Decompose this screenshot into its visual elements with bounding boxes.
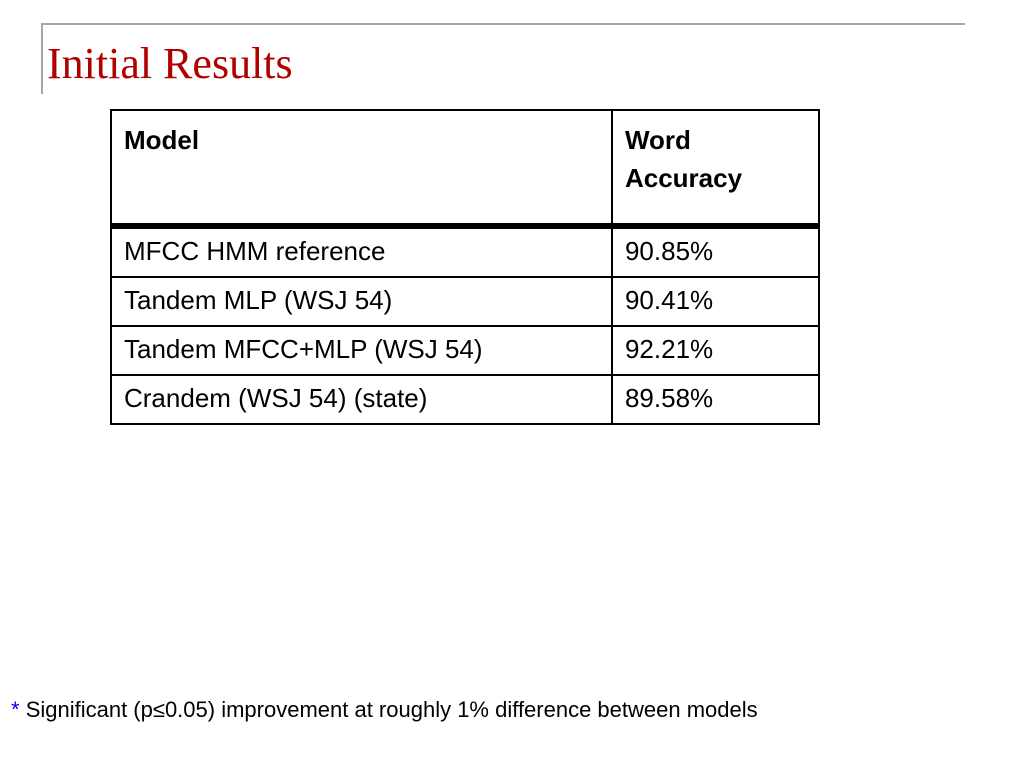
footnote: * Significant (p≤0.05) improvement at ro… [11,693,758,727]
accuracy-cell: 90.41% [610,276,821,327]
model-cell: Tandem MLP (WSJ 54) [110,276,613,327]
model-cell: Tandem MFCC+MLP (WSJ 54) [110,325,613,376]
accuracy-cell: 92.21% [610,325,821,376]
header-word-accuracy: Word Accuracy [610,109,821,229]
table-row: MFCC HMM reference 90.85% [110,225,821,278]
header-model: Model [110,109,613,229]
slide-title: Initial Results [47,39,293,88]
table-row: Crandem (WSJ 54) (state) 89.58% [110,374,821,425]
footnote-text: Significant (p≤0.05) improvement at roug… [25,697,758,722]
accuracy-cell: 90.85% [610,225,821,278]
table-row: Tandem MLP (WSJ 54) 90.41% [110,276,821,327]
model-cell: MFCC HMM reference [110,225,613,278]
header-accuracy-line2: Accuracy [624,163,743,193]
header-model-label: Model [124,125,200,155]
model-cell: Crandem (WSJ 54) (state) [110,374,613,425]
header-accuracy-line1: Word [624,125,691,155]
table-row: Tandem MFCC+MLP (WSJ 54) 92.21% [110,325,821,376]
top-rule [41,23,965,25]
results-table: Model Word Accuracy MFCC HMM reference 90… [110,109,821,425]
footnote-marker: * [11,697,20,722]
left-rule [41,24,43,94]
table-header-row: Model Word Accuracy [110,109,821,229]
accuracy-cell: 89.58% [610,374,821,425]
